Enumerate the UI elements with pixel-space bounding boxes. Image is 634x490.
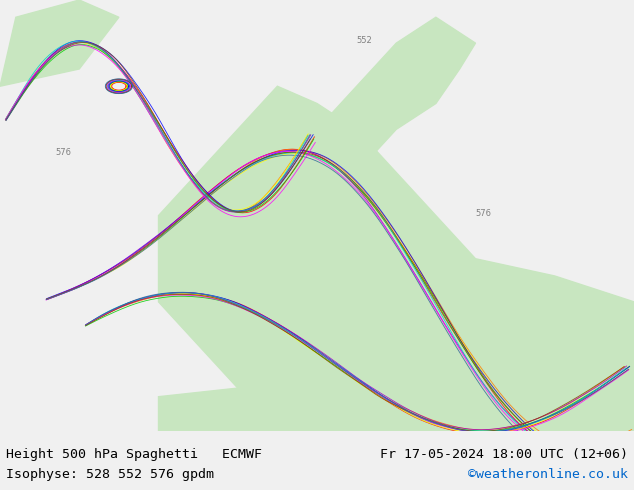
Text: ©weatheronline.co.uk: ©weatheronline.co.uk: [468, 468, 628, 481]
Text: 576: 576: [476, 209, 491, 218]
Polygon shape: [0, 0, 119, 86]
Polygon shape: [158, 86, 634, 431]
Text: Fr 17-05-2024 18:00 UTC (12+06): Fr 17-05-2024 18:00 UTC (12+06): [380, 448, 628, 461]
Text: 552: 552: [356, 36, 372, 45]
Polygon shape: [158, 371, 634, 431]
Polygon shape: [278, 17, 476, 216]
Text: Height 500 hPa Spaghetti   ECMWF: Height 500 hPa Spaghetti ECMWF: [6, 448, 262, 461]
Text: 576: 576: [56, 148, 72, 157]
Text: Isophyse: 528 552 576 gpdm: Isophyse: 528 552 576 gpdm: [6, 468, 214, 481]
